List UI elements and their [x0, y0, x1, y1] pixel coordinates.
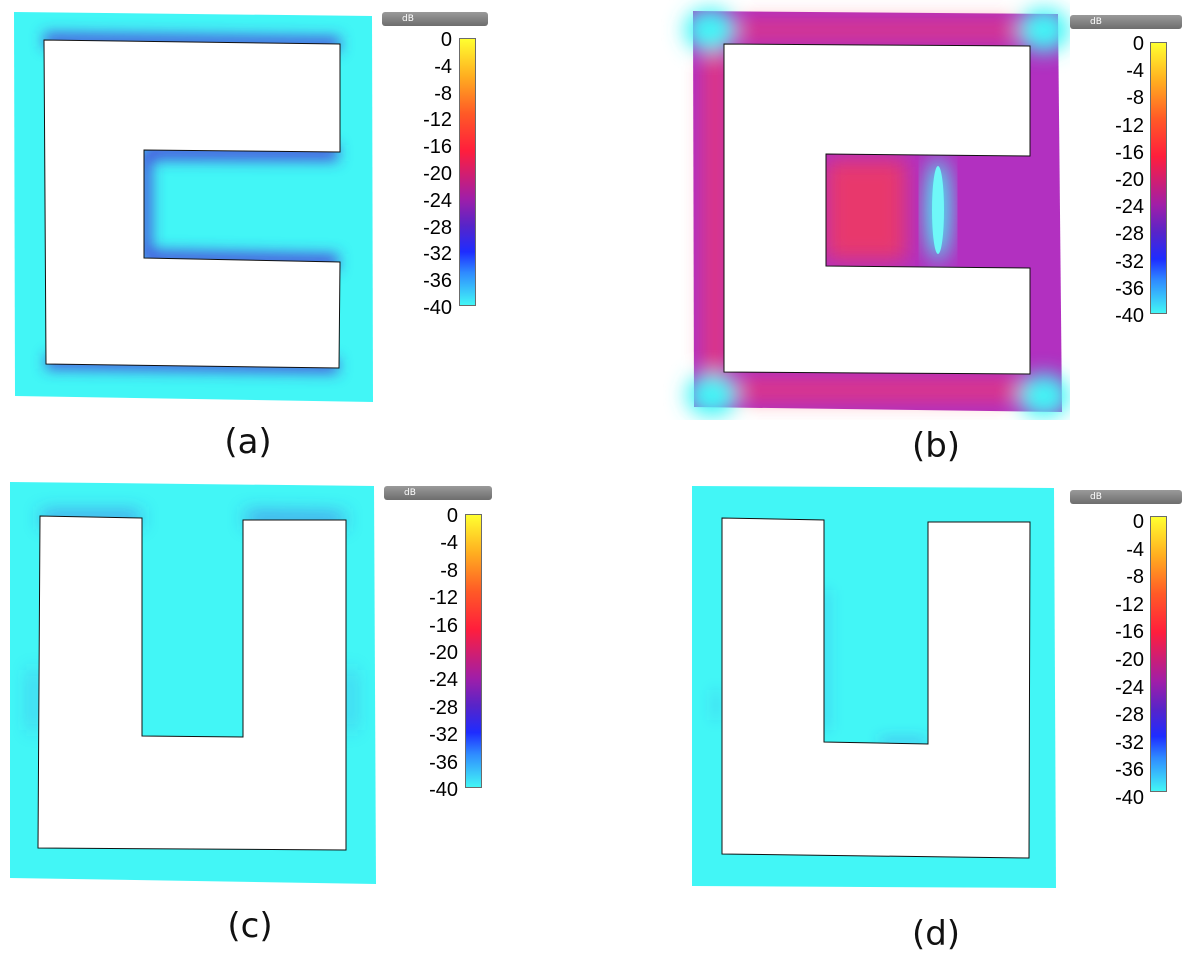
- colorbar-tick-label: -36: [429, 751, 458, 774]
- colorbar-tick-label: -16: [1115, 621, 1144, 644]
- slot-d: [721, 517, 1031, 859]
- colorbar-tick-label: -20: [1115, 169, 1144, 191]
- caption-b: (b): [911, 426, 961, 466]
- slot-c: [37, 515, 347, 851]
- colorbar-tick-label: -12: [429, 587, 458, 610]
- panel-c: dB (c): [0, 470, 540, 958]
- panel-d: dB (d): [0, 470, 1186, 958]
- colorbar-tick-label: -20: [423, 163, 452, 185]
- colorbar-tick-label: -36: [1115, 759, 1144, 782]
- colorbar-tick-label: 0: [1132, 511, 1144, 533]
- field-plot-c: [10, 482, 376, 884]
- colorbar-tick-label: -12: [423, 109, 452, 132]
- colorbar-unit-d: dB: [1070, 490, 1182, 504]
- colorbar-tick-label: -16: [423, 136, 452, 159]
- colorbar-tick-label: 0: [440, 29, 452, 51]
- colorbar-tick-label: -36: [1115, 277, 1144, 300]
- colorbar-tick-label: -24: [429, 669, 458, 692]
- colorbar-tick-label: -24: [1115, 676, 1144, 699]
- colorbar-tick-label: -32: [1115, 250, 1144, 273]
- colorbar-tick-label: -24: [1115, 196, 1144, 219]
- colorbar-tick-label: 0: [446, 505, 458, 527]
- colorbar-gradient-d: [1150, 516, 1167, 792]
- colorbar-tick-label: -32: [429, 724, 458, 747]
- field-plot-a: [14, 12, 373, 402]
- colorbar-unit-c: dB: [384, 486, 492, 500]
- caption-d: (d): [911, 914, 961, 954]
- colorbar-tick-label: -28: [1115, 223, 1144, 246]
- field-plot-d: [692, 486, 1056, 888]
- slot-a: [43, 39, 341, 369]
- colorbar-tick-label: -4: [440, 532, 458, 555]
- colorbar-tick-label: -4: [434, 55, 452, 78]
- colorbar-tick-label: -8: [1126, 87, 1144, 110]
- colorbar-tick-label: -28: [423, 216, 452, 239]
- colorbar-tick-label: -40: [429, 779, 458, 801]
- colorbar-tick-label: -36: [423, 270, 452, 293]
- caption-c: (c): [227, 906, 273, 946]
- colorbar-tick-label: -4: [1126, 60, 1144, 83]
- colorbar-unit-b: dB: [1070, 15, 1182, 29]
- edge-glow-d: [713, 590, 926, 746]
- field-highlights-b: [684, 8, 1070, 418]
- colorbar-tick-label: -12: [1115, 114, 1144, 137]
- colorbar-tick-label: -40: [1115, 305, 1144, 327]
- caption-a: (a): [224, 422, 272, 462]
- colorbar-tick-label: 0: [1132, 33, 1144, 55]
- colorbar-tick-label: -8: [1126, 566, 1144, 589]
- colorbar-tick-label: -32: [423, 243, 452, 266]
- colorbar-tick-label: -20: [1115, 649, 1144, 671]
- colorbar-unit-a: dB: [382, 12, 488, 26]
- panel-b: dB (b): [684, 8, 1182, 466]
- colorbar-gradient-b: [1150, 42, 1167, 314]
- colorbar-tick-label: -8: [434, 82, 452, 105]
- colorbar-tick-label: -20: [429, 642, 458, 664]
- colorbar-tick-label: -16: [1115, 141, 1144, 164]
- colorbar-tick-label: -24: [423, 189, 452, 212]
- colorbar-gradient-c: [465, 514, 482, 788]
- colorbar-tick-label: -40: [423, 297, 452, 319]
- colorbar-tick-label: -4: [1126, 538, 1144, 561]
- field-plot-b: [684, 8, 1070, 418]
- slot-b: [723, 43, 1031, 375]
- colorbar-tick-label: -12: [1115, 593, 1144, 616]
- colorbar-tick-label: -32: [1115, 731, 1144, 754]
- colorbar-tick-label: -16: [429, 614, 458, 637]
- colorbar-tick-label: -28: [429, 696, 458, 719]
- colorbar-gradient-a: [459, 38, 476, 306]
- panel-a: dB (a): [0, 0, 540, 480]
- colorbar-tick-label: -8: [440, 559, 458, 582]
- colorbar-tick-label: -40: [1115, 787, 1144, 809]
- colorbar-tick-label: -28: [1115, 704, 1144, 727]
